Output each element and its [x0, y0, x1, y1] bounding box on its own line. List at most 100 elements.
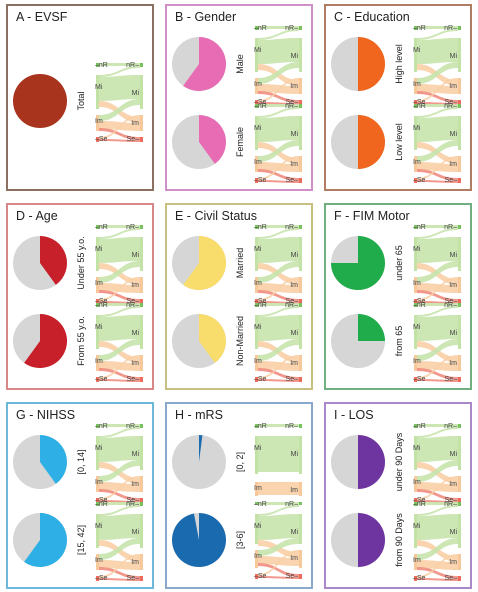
panel-D-group-1-node-right-Im	[140, 277, 143, 293]
panel-F-group-1-label: under 65	[394, 245, 404, 281]
panel-A-group-1-label-right-Se: Se–	[127, 136, 140, 143]
panel-D-group-2-node-right-nR	[140, 303, 143, 307]
panel-I-group-1-node-right-Se	[458, 498, 461, 503]
panel-D-group-2-node-right-Se	[140, 377, 143, 382]
panel-E-graphic: Married –nR nR– Mi Mi Im Im –Se Se– Non-Married –n…	[172, 224, 302, 383]
panel-F-group-2-label-right-Im: Im	[449, 360, 457, 367]
panel-C-group-1-flow-nR-nR	[417, 26, 458, 29]
panel-F-group-1-node-right-Im	[458, 277, 461, 293]
panel-G-group-1-node-right-Im	[140, 476, 143, 492]
panel-A-group-1-node-left-Mi	[96, 75, 99, 109]
panel-G-group-2-pie-slice	[24, 513, 67, 567]
panel-I-group-1-node-right-nR	[458, 424, 461, 428]
panel-A-group-1-flow-Se-Se	[99, 139, 140, 142]
panel-title: F - FIM Motor	[334, 209, 410, 223]
panel-E-group-1-flow-Se-Im	[258, 277, 299, 301]
panel-B-group-2-flow-Im-Se	[258, 169, 299, 181]
panel-F-group-1-label-left-nR: –nR	[413, 224, 426, 231]
panel-D-group-1-label-left-Mi: Mi	[95, 246, 103, 253]
panel-E-group-1-node-right-Se	[299, 299, 302, 304]
panel-E-group-2-node-left-Mi	[255, 315, 258, 349]
panel-H-group-1-flow-Im-Im	[258, 482, 299, 495]
panel-B-group-2-label-left-Se: –Se	[254, 177, 267, 184]
panel-I-group-1-label-right-nR: nR–	[444, 423, 457, 430]
panel-B-group-1-flow-Se-Im	[258, 78, 299, 102]
panel-E-group-2-label-right-Im: Im	[290, 360, 298, 367]
panel-E-group-2-node-right-Im	[299, 355, 302, 371]
panel-I-group-2-label-right-Mi: Mi	[450, 529, 458, 536]
panel-C-group-2-label-right-Im: Im	[449, 161, 457, 168]
panel-I-group-1-flow-Im-Se	[417, 489, 458, 501]
panel-B-group-1-label-right-nR: nR–	[285, 25, 298, 32]
panel-H-group-2-flow-Im-Mi	[258, 538, 299, 556]
panel-E-group-1-node-left-Mi	[255, 237, 258, 271]
panel-G-group-1-node-right-Mi	[140, 436, 143, 470]
panel-E-group-2-label-left-Se: –Se	[254, 376, 267, 383]
panel-C-group-2-flow-Im-Mi	[417, 140, 458, 162]
panel-B-group-2-flow-Im-Mi	[258, 140, 299, 162]
panel-G-group-2-flow-Mi-nR	[99, 505, 140, 516]
panel-B-group-2-node-right-Im	[299, 156, 302, 172]
panel-H-group-2-flow-Mi-Mi	[258, 514, 299, 540]
panel-G-group-2-node-left-Se	[96, 576, 99, 581]
panel-E-group-1-node-right-Im	[299, 277, 302, 293]
panel-G-group-1-label: [0, 14]	[76, 449, 86, 474]
panel-H-group-1-pie-chart	[172, 435, 226, 489]
panel-I-group-1-flow-Mi-Mi	[417, 436, 458, 462]
panel-B-group-2-flow-Se-Se	[258, 180, 299, 183]
panel-E-group-1-pie-slice	[183, 236, 226, 290]
panel-E-group-2-flow-Mi-nR	[258, 306, 299, 317]
panel-H-group-2-label-left-nR: –nR	[254, 501, 267, 508]
panel-C-group-2-label-right-nR: nR–	[444, 103, 457, 110]
panel-F-group-2-flow-Se-Se	[417, 379, 458, 382]
panel-G-group-1-label-right-Se: Se–	[127, 497, 140, 504]
panel-G-group-2-label-right-Im: Im	[131, 559, 139, 566]
panel-I-group-1-label: under 90 Days	[394, 432, 404, 491]
panel-D-group-2-flow-Im-Mi	[99, 339, 140, 361]
panel-F-group-2-label-left-nR: –nR	[413, 302, 426, 309]
panel-F-group-2-flow-Mi-nR	[417, 306, 458, 317]
panel-B-group-1-node-left-Se	[255, 100, 258, 105]
panel-D-group-1-node-right-nR	[140, 225, 143, 229]
panel-B-group-1-node-left-Im	[255, 78, 258, 94]
panel-E-group-2-label-left-Im: Im	[254, 358, 262, 365]
panel-E-group-1-label-left-Se: –Se	[254, 298, 267, 305]
panel-C-group-2-label-right-Se: Se–	[445, 177, 458, 184]
panel-B-group-1-flow-nR-nR	[258, 26, 299, 29]
panel-B-group-2-label-right-Se: Se–	[286, 177, 299, 184]
panel-G-group-2-label-right-Se: Se–	[127, 575, 140, 582]
panel-H-group-2-flow-Mi-nR	[258, 505, 299, 516]
panel-B-group-1-node-left-nR	[255, 26, 258, 30]
panel-B-group-2-node-right-Mi	[299, 116, 302, 150]
panel-H-group-2-label-left-Se: –Se	[254, 573, 267, 580]
panel-E: E - Civil Status Married –nR nR– Mi Mi Im Im –Se…	[165, 203, 313, 390]
panel-E-group-1-flow-Mi-nR	[258, 228, 299, 239]
panel-I-group-2-node-right-nR	[458, 502, 461, 506]
panel-A-group-1-label-right-nR: nR–	[126, 62, 139, 69]
panel-I-group-1-flow-Mi-nR	[417, 427, 458, 438]
panel-B-group-1-label-left-Im: Im	[254, 81, 262, 88]
panel-D-group-1-node-left-Im	[96, 277, 99, 293]
panel-G-group-2-flow-nR-nR	[99, 502, 140, 505]
panel-H-group-1-label-left-nR: –nR	[254, 423, 267, 430]
panel-F-group-2-node-right-nR	[458, 303, 461, 307]
panel-H-group-2-node-left-Mi	[255, 514, 258, 544]
panel-E-group-2-node-right-nR	[299, 303, 302, 307]
panel-B-group-1-label-right-Im: Im	[290, 83, 298, 90]
panel-G-group-1-node-left-Se	[96, 498, 99, 503]
panel-C-group-1-node-left-nR	[414, 26, 417, 30]
panel-B-group-2-flow-Mi-Mi	[258, 116, 299, 142]
panel-H-group-2-pie-slice	[171, 513, 226, 567]
panel-A-group-1-node-right-Im	[140, 115, 143, 131]
panel-H-group-2-node-right-Mi	[299, 514, 302, 544]
panel-H-group-2-label: [3-6]	[235, 531, 245, 549]
panel-E-group-2-label-left-nR: –nR	[254, 302, 267, 309]
panel-I-group-2-node-right-Mi	[458, 514, 461, 548]
panel-F-group-2-flow-Se-Im	[417, 355, 458, 379]
panel-I-group-2-label-right-Im: Im	[449, 559, 457, 566]
panel-F-group-1-pie-chart	[331, 236, 385, 290]
panel-F-graphic: under 65 –nR nR– Mi Mi Im Im –Se Se– from 65 –nR nR…	[331, 224, 461, 383]
panel-A-group-1-pie-slice	[13, 74, 67, 128]
